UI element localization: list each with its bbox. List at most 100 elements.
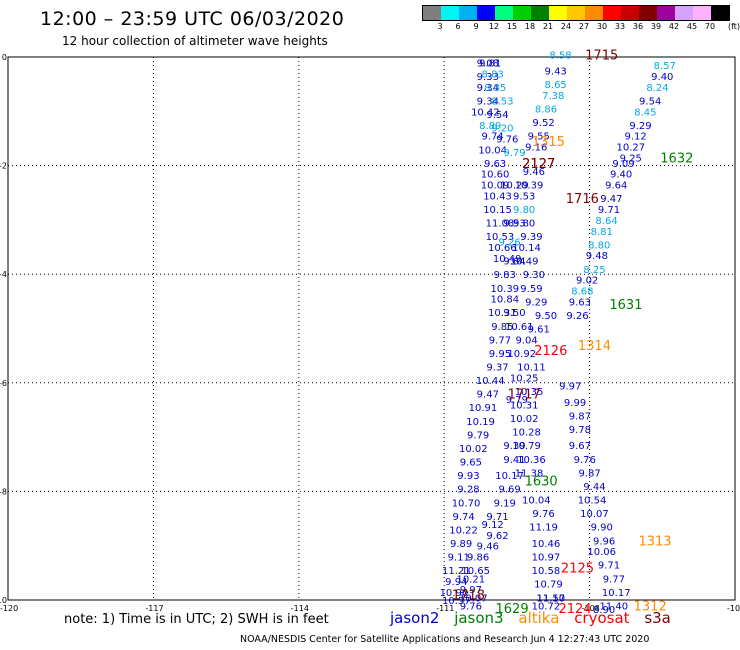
wave-height-label: 10.84 bbox=[490, 295, 519, 306]
wave-height-label: 9.33 bbox=[477, 72, 499, 83]
wave-height-label: 9.52 bbox=[532, 118, 554, 129]
chart-title: 12:00 – 23:59 UTC 06/03/2020 bbox=[40, 8, 345, 30]
wave-height-label: 10.65 bbox=[461, 566, 490, 577]
color-scale-label: 12 bbox=[488, 22, 500, 31]
pass-time-label: 2127 bbox=[522, 157, 555, 172]
wave-height-label: 10.17 bbox=[602, 588, 631, 599]
wave-height-label: 10.09 bbox=[481, 181, 510, 192]
wave-height-label: 10.39 bbox=[515, 181, 544, 192]
pass-time-label: 1312 bbox=[634, 599, 667, 614]
wave-height-label: 9.29 bbox=[525, 297, 547, 308]
wave-height-label: 10.27 bbox=[616, 143, 645, 154]
wave-height-label: 9.65 bbox=[460, 458, 482, 469]
wave-height-label: 10.35 bbox=[515, 387, 544, 398]
wave-height-label: 10.60 bbox=[481, 170, 510, 181]
wave-height-label: 9.04 bbox=[515, 335, 537, 346]
wave-height-label: 11.38 bbox=[515, 468, 544, 479]
wave-height-label: 10.92 bbox=[507, 349, 536, 360]
wave-height-label: 9.54 bbox=[486, 110, 508, 121]
wave-height-label: 8.35 bbox=[484, 83, 506, 94]
wave-height-label: 9.44 bbox=[583, 482, 605, 493]
wave-height-label: 9.47 bbox=[600, 194, 622, 205]
wave-height-label: 8.58 bbox=[549, 50, 571, 61]
color-swatch bbox=[657, 6, 675, 20]
wave-height-label: 10.70 bbox=[452, 498, 481, 509]
pass-time-label: 1630 bbox=[525, 475, 558, 490]
wave-height-label: 10.31 bbox=[510, 401, 539, 412]
wave-height-label: 9.81 bbox=[479, 58, 501, 69]
legend-jason2: jason2 bbox=[390, 609, 440, 627]
wave-height-label: 9.39 bbox=[503, 441, 525, 452]
wave-height-label: 8.90 bbox=[593, 605, 615, 616]
wave-height-label: 11.10 bbox=[537, 593, 566, 604]
wave-height-label: 10.19 bbox=[466, 417, 495, 428]
wave-height-label: 9.46 bbox=[523, 167, 545, 178]
wave-height-label: 8.45 bbox=[634, 107, 656, 118]
color-scale-labels: 3 6 9 12 15 18 21 24 27 30 33 36 39 42 45 70 (ft) bbox=[422, 22, 740, 36]
wave-height-label: 10.57 bbox=[442, 596, 471, 607]
pass-time-label: 1632 bbox=[660, 151, 693, 166]
wave-height-label: 10.17 bbox=[495, 471, 524, 482]
wave-height-label: 10.49 bbox=[510, 257, 539, 268]
color-scale-label: 18 bbox=[524, 22, 536, 31]
pass-time-label: 2124 bbox=[559, 602, 592, 617]
wave-height-label: 8.24 bbox=[646, 83, 668, 94]
x-tick-label: -111 bbox=[436, 604, 454, 613]
satellite-legend: jason2 jason3 altika cryosat s3a bbox=[390, 609, 681, 627]
color-swatch bbox=[675, 6, 693, 20]
wave-height-label: 10.11 bbox=[517, 363, 546, 374]
wave-height-label: 10.14 bbox=[512, 243, 541, 254]
wave-height-label: 10.91 bbox=[469, 403, 498, 414]
wave-height-label: 10.61 bbox=[505, 322, 534, 333]
wave-height-label: 9.76 bbox=[574, 455, 596, 466]
wave-height-label: 8.53 bbox=[491, 96, 513, 107]
wave-height-label: 9.41 bbox=[503, 455, 525, 466]
wave-height-label: 9.94 bbox=[445, 577, 467, 588]
wave-height-label: 9.79 bbox=[503, 148, 525, 159]
wave-height-label: 10.46 bbox=[532, 539, 561, 550]
color-swatch bbox=[459, 6, 477, 20]
wave-height-label: 10.53 bbox=[486, 232, 515, 243]
wave-height-label: 9.77 bbox=[603, 574, 625, 585]
color-scale-label: 42 bbox=[668, 22, 680, 31]
wave-height-label: 9.71 bbox=[598, 205, 620, 216]
wave-height-label: 10.25 bbox=[510, 373, 539, 384]
wave-height-label: 9.63 bbox=[484, 159, 506, 170]
color-swatch bbox=[693, 6, 711, 20]
wave-height-label: 10.31 bbox=[488, 308, 517, 319]
wave-height-label: 9.95 bbox=[489, 349, 511, 360]
wave-height-label: 8.89 bbox=[479, 121, 501, 132]
x-tick-label: -114 bbox=[291, 604, 309, 613]
wave-height-label: 11.19 bbox=[529, 523, 558, 534]
wave-height-label: 8.68 bbox=[571, 286, 593, 297]
wave-height-label: 10.02 bbox=[459, 444, 488, 455]
y-tick-label: -10 bbox=[0, 596, 7, 605]
wave-height-label: 10.04 bbox=[478, 145, 507, 156]
wave-height-label: 8.25 bbox=[583, 265, 605, 276]
wave-height-label: 10.44 bbox=[476, 376, 505, 387]
wave-height-label: 10.22 bbox=[449, 525, 478, 536]
wave-height-label: 9.59 bbox=[520, 284, 542, 295]
wave-height-label: 8.64 bbox=[595, 216, 617, 227]
pass-time-label: 1631 bbox=[609, 298, 642, 313]
color-scale-label: 36 bbox=[632, 22, 644, 31]
wave-height-label: 10.79 bbox=[534, 580, 563, 591]
color-swatch bbox=[603, 6, 621, 20]
color-scale-label: 70 bbox=[704, 22, 716, 31]
wave-height-label: 9.34 bbox=[477, 83, 499, 94]
wave-height-label: 9.79 bbox=[506, 395, 528, 406]
wave-height-label: 9.12 bbox=[625, 132, 647, 143]
legend-jason3: jason3 bbox=[454, 609, 504, 627]
wave-height-label: 10.42 bbox=[471, 107, 500, 118]
wave-height-label: 11.57 bbox=[537, 593, 566, 604]
wave-height-label: 9.85 bbox=[491, 322, 513, 333]
color-swatch bbox=[585, 6, 603, 20]
wave-height-label: 9.96 bbox=[593, 536, 615, 547]
y-tick-label: -8 bbox=[0, 487, 7, 496]
x-tick-label: -120 bbox=[0, 604, 18, 613]
wave-height-label: 9.62 bbox=[486, 531, 508, 542]
wave-height-label: 8.81 bbox=[591, 227, 613, 238]
color-scale-label: 6 bbox=[455, 22, 461, 31]
wave-height-label: 9.29 bbox=[629, 121, 651, 132]
x-tick-label: -117 bbox=[145, 604, 163, 613]
